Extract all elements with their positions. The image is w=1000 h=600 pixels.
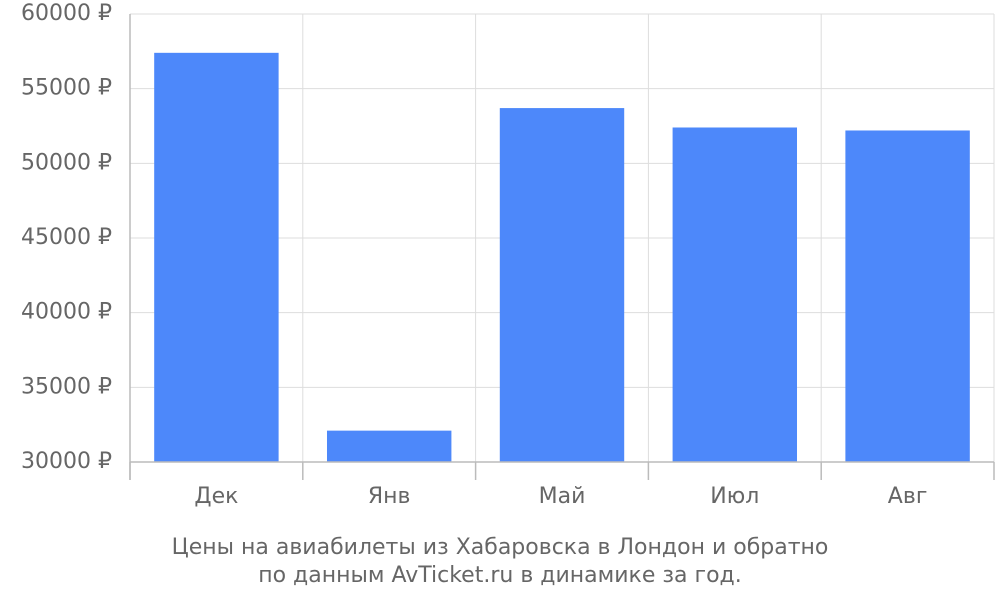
x-tick-label: Авг xyxy=(888,484,928,509)
y-tick-label: 60000 ₽ xyxy=(21,1,112,26)
y-tick-label: 55000 ₽ xyxy=(21,76,112,101)
y-tick-label: 40000 ₽ xyxy=(21,300,112,325)
bar xyxy=(326,430,452,462)
bar xyxy=(499,108,625,462)
x-tick-label: Янв xyxy=(368,484,411,509)
x-tick-label: Дек xyxy=(194,484,238,509)
caption: по данным AvTicket.ru в динамике за год. xyxy=(258,563,742,588)
x-tick-label: Июл xyxy=(710,484,759,509)
y-tick-label: 50000 ₽ xyxy=(21,150,112,175)
y-tick-label: 45000 ₽ xyxy=(21,225,112,250)
bar xyxy=(154,52,279,463)
y-tick-label: 30000 ₽ xyxy=(21,449,112,474)
caption: Цены на авиабилеты из Хабаровска в Лондо… xyxy=(172,535,829,560)
y-tick-label: 35000 ₽ xyxy=(21,374,112,399)
bar xyxy=(672,127,798,462)
bar xyxy=(845,130,970,463)
x-tick-label: Май xyxy=(539,484,586,509)
